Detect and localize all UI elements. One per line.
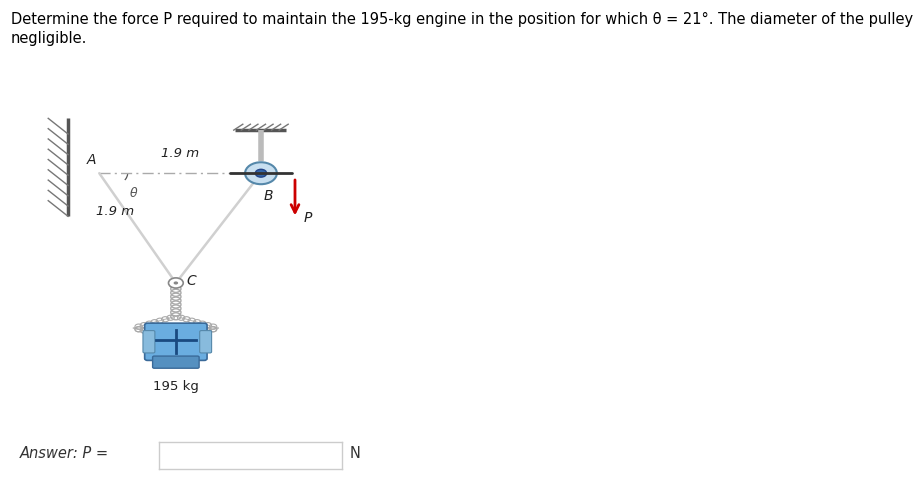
FancyBboxPatch shape [153, 356, 199, 368]
Text: 1.9 m: 1.9 m [161, 147, 199, 160]
FancyBboxPatch shape [199, 331, 211, 353]
Text: 195 kg: 195 kg [153, 380, 199, 393]
Text: B: B [264, 189, 274, 203]
Text: P: P [304, 211, 312, 225]
FancyBboxPatch shape [143, 331, 155, 353]
Circle shape [255, 169, 266, 177]
Text: A: A [87, 153, 96, 167]
Text: Answer: P =: Answer: P = [20, 445, 113, 461]
Circle shape [168, 278, 183, 288]
Text: C: C [186, 274, 196, 288]
Text: 1.9 m: 1.9 m [96, 206, 134, 218]
Text: negligible.: negligible. [11, 31, 87, 46]
Circle shape [174, 282, 178, 284]
Text: θ: θ [130, 187, 137, 200]
FancyBboxPatch shape [145, 323, 207, 360]
Text: Determine the force P required to maintain the 195-kg engine in the position for: Determine the force P required to mainta… [11, 12, 915, 27]
Text: N: N [350, 445, 361, 461]
Text: i: i [145, 448, 150, 463]
Circle shape [245, 162, 277, 184]
